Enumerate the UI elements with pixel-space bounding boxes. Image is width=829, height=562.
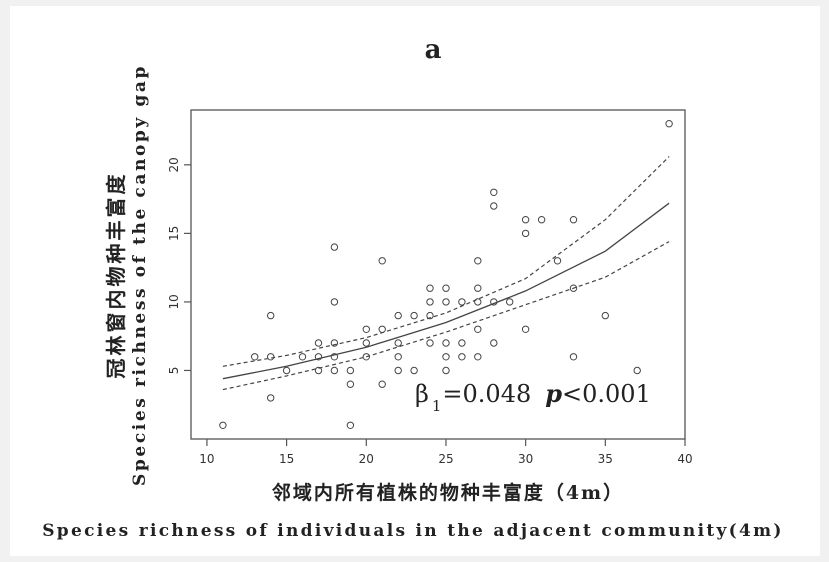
stats-annotation: β 1=0.048 p<0.001 <box>415 379 651 415</box>
data-point <box>665 120 673 128</box>
y-tick-label: 20 <box>167 157 181 172</box>
data-point <box>330 243 339 251</box>
data-point <box>474 284 482 292</box>
data-point <box>282 366 291 375</box>
x-tick-label: 30 <box>518 452 533 466</box>
data-point <box>490 202 498 210</box>
data-point <box>521 229 530 238</box>
beta-value: =0.048 <box>442 380 531 408</box>
data-point <box>474 298 482 306</box>
data-points <box>219 120 673 429</box>
x-axis-label-chinese: 邻域内所有植株的物种丰富度（4m） <box>272 481 624 504</box>
data-point <box>490 339 498 347</box>
x-tick-label: 25 <box>438 452 453 466</box>
x-tick-label: 35 <box>598 452 613 466</box>
data-point <box>378 380 386 388</box>
data-point <box>442 284 450 292</box>
data-point <box>442 339 450 347</box>
x-tick-label: 40 <box>677 452 692 466</box>
data-point <box>442 353 450 361</box>
data-point <box>378 325 386 333</box>
data-point <box>314 366 323 375</box>
x-axis: 10 15 20 25 30 35 40 <box>199 439 693 466</box>
data-point <box>378 257 386 265</box>
data-point <box>474 353 482 361</box>
data-point <box>314 353 323 361</box>
data-point <box>569 284 578 292</box>
data-point <box>490 298 498 306</box>
data-point <box>394 353 402 361</box>
figure-panel: a 10 15 20 25 30 35 40 5 10 15 20 β 1=0.048 p<0.001… <box>10 6 820 556</box>
data-point <box>346 421 355 429</box>
y-axis: 5 10 15 20 <box>167 157 191 374</box>
data-point <box>330 353 339 361</box>
scatter-chart: a 10 15 20 25 30 35 40 5 10 15 20 β 1=0.048 p<0.001… <box>42 35 784 541</box>
data-point <box>330 298 339 306</box>
x-tick-label: 20 <box>359 452 374 466</box>
data-point <box>346 366 355 375</box>
data-point <box>474 257 482 265</box>
data-point <box>346 380 355 388</box>
data-point <box>394 366 402 375</box>
x-tick-label: 15 <box>279 452 294 466</box>
y-tick-label: 10 <box>167 294 181 309</box>
data-point <box>267 311 275 320</box>
data-point <box>521 216 530 224</box>
data-point <box>537 216 546 224</box>
data-point <box>267 394 275 402</box>
data-point <box>442 366 450 375</box>
beta-subscript: 1 <box>432 397 442 415</box>
data-point <box>601 311 609 320</box>
data-point <box>330 339 339 347</box>
p-value: <0.001 <box>562 380 651 408</box>
x-axis-label-english: Species richness of individuals in the a… <box>42 521 784 541</box>
data-point <box>251 353 259 361</box>
data-point <box>569 353 578 361</box>
data-point <box>298 353 307 361</box>
data-point <box>314 339 323 347</box>
confidence-band-upper <box>222 156 670 367</box>
data-point <box>426 339 434 347</box>
data-point <box>410 311 418 320</box>
data-point <box>553 257 562 265</box>
data-point <box>362 339 370 347</box>
y-axis-label-english: Species richness of the canopy gap <box>130 64 150 486</box>
p-symbol: p <box>545 379 562 408</box>
data-point <box>394 311 402 320</box>
data-point <box>362 353 370 361</box>
data-point <box>330 366 339 375</box>
data-point <box>506 298 514 306</box>
data-point <box>410 366 418 375</box>
data-point <box>633 366 641 375</box>
data-point <box>219 421 227 429</box>
data-point <box>267 353 275 361</box>
plot-frame <box>190 109 686 440</box>
x-tick-label: 10 <box>199 452 214 466</box>
data-point <box>458 298 466 306</box>
y-tick-label: 5 <box>167 367 181 375</box>
y-tick-label: 15 <box>167 226 181 241</box>
y-axis-label-chinese: 冠林窗内物种丰富度 <box>104 172 128 379</box>
data-point <box>426 284 434 292</box>
data-point <box>426 298 434 306</box>
data-point <box>474 325 482 333</box>
data-point <box>458 353 466 361</box>
data-point <box>362 325 370 333</box>
data-point <box>442 298 450 306</box>
confidence-band-lower <box>222 241 670 391</box>
data-point <box>490 188 498 197</box>
data-point <box>394 339 402 347</box>
regression-fit-line <box>222 202 670 380</box>
data-point <box>458 339 466 347</box>
data-point <box>521 325 530 333</box>
chart-title: a <box>425 35 442 65</box>
beta-symbol: β <box>415 380 429 408</box>
data-point <box>569 216 578 224</box>
data-point <box>426 311 434 320</box>
